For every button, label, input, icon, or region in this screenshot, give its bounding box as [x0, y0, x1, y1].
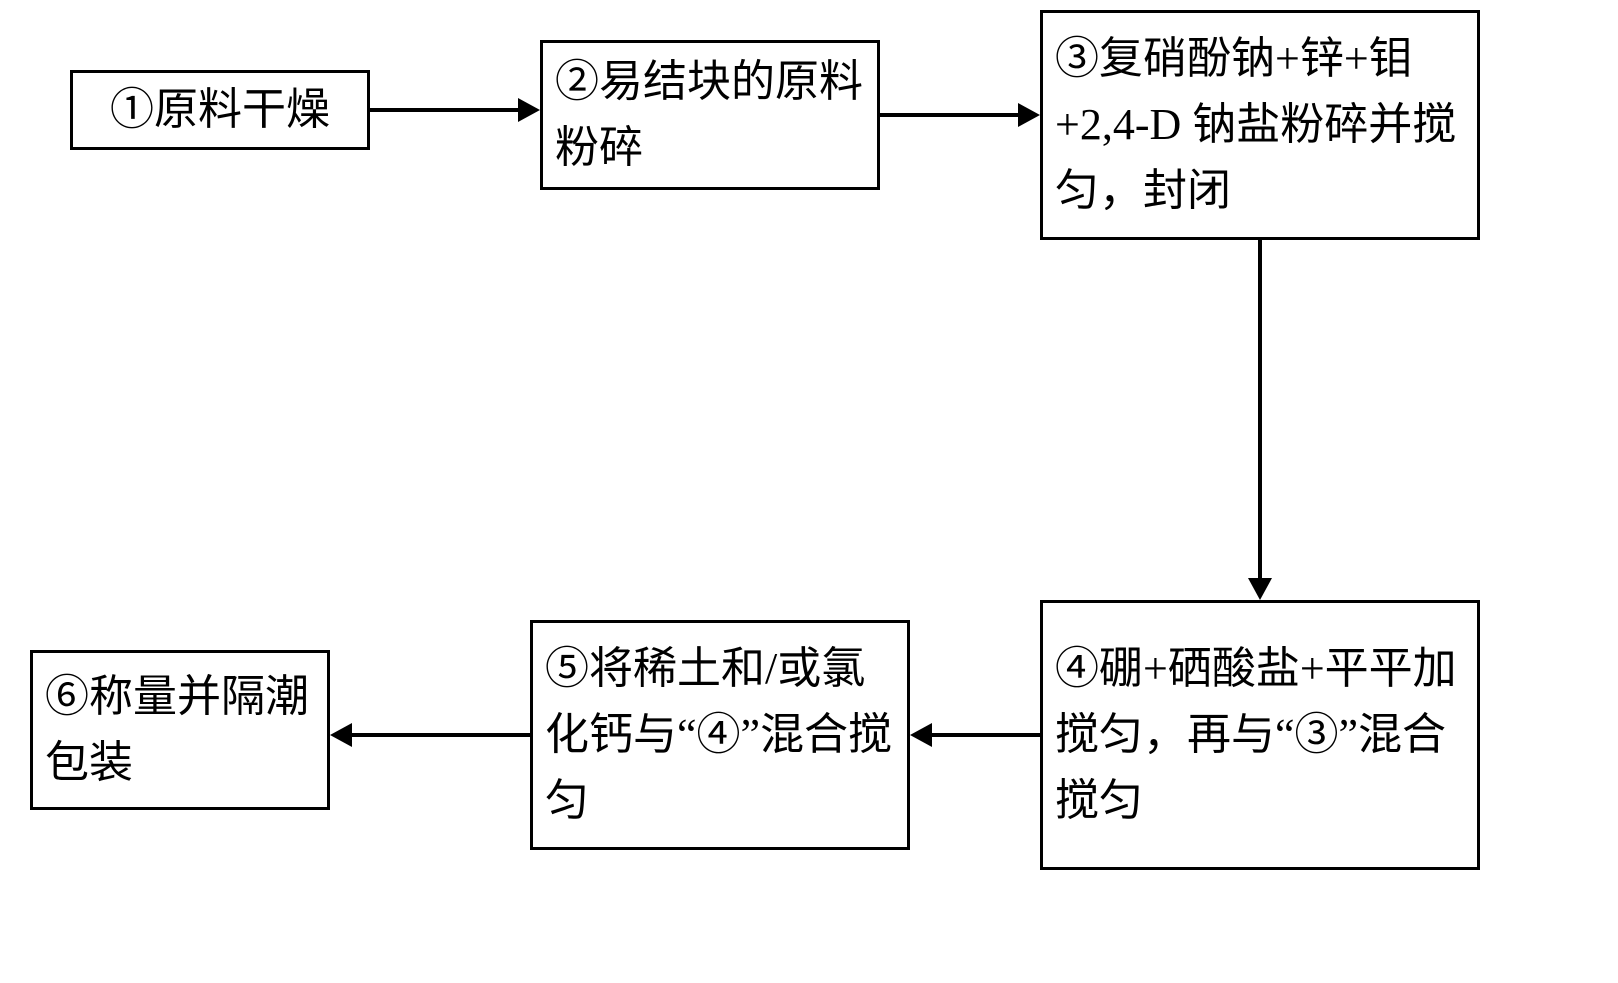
flow-node-6-label: ⑥称量并隔潮包装 — [45, 664, 315, 796]
arrow-3-4-line — [1258, 240, 1262, 580]
flow-node-2-label: ②易结块的原料粉碎 — [555, 49, 865, 181]
flow-node-5-label: ⑤将稀土和/或氯化钙与“④”混合搅匀 — [545, 636, 895, 834]
arrow-3-4-head — [1248, 578, 1272, 600]
flow-node-4: ④硼+硒酸盐+平平加搅匀，再与“③”混合搅匀 — [1040, 600, 1480, 870]
flow-node-3-label: ③复硝酚钠+锌+钼+2,4-D 钠盐粉碎并搅匀，封闭 — [1055, 26, 1465, 224]
flow-node-3: ③复硝酚钠+锌+钼+2,4-D 钠盐粉碎并搅匀，封闭 — [1040, 10, 1480, 240]
arrow-2-3-line — [880, 113, 1020, 117]
flow-node-5: ⑤将稀土和/或氯化钙与“④”混合搅匀 — [530, 620, 910, 850]
arrow-4-5-line — [930, 733, 1040, 737]
arrow-1-2-head — [518, 98, 540, 122]
flow-node-4-label: ④硼+硒酸盐+平平加搅匀，再与“③”混合搅匀 — [1055, 636, 1465, 834]
arrow-2-3-head — [1018, 103, 1040, 127]
flow-node-6: ⑥称量并隔潮包装 — [30, 650, 330, 810]
arrow-1-2-line — [370, 108, 520, 112]
flow-node-1-label: ①原料干燥 — [110, 77, 330, 143]
flowchart-canvas: ①原料干燥 ②易结块的原料粉碎 ③复硝酚钠+锌+钼+2,4-D 钠盐粉碎并搅匀，… — [0, 0, 1618, 983]
arrow-5-6-line — [350, 733, 530, 737]
flow-node-1: ①原料干燥 — [70, 70, 370, 150]
arrow-4-5-head — [910, 723, 932, 747]
flow-node-2: ②易结块的原料粉碎 — [540, 40, 880, 190]
arrow-5-6-head — [330, 723, 352, 747]
